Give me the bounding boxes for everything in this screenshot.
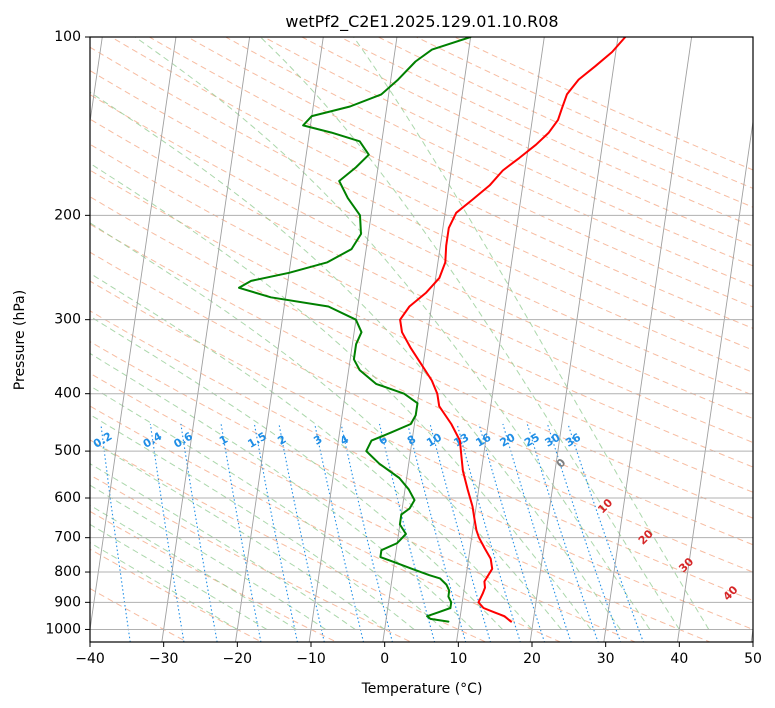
moist-adiabat-line	[90, 542, 238, 630]
x-tick-label: 20	[523, 651, 541, 667]
mixing-ratio-line	[100, 423, 131, 642]
dry-adiabat-line	[90, 251, 753, 573]
y-tick-label: 300	[54, 312, 81, 328]
x-axis-ticks: −40 −30 −20 −10 0 10 20 30 40 50	[75, 642, 762, 667]
moist-adiabats	[90, 37, 710, 630]
y-tick-label: 400	[54, 386, 81, 402]
x-tick-label: 10	[449, 651, 467, 667]
x-tick-label: −40	[75, 651, 105, 667]
y-axis-ticks: 100 200 300 400 500 600 700 800 900 1000	[45, 29, 90, 637]
mixing-ratio-line	[340, 423, 393, 642]
isotherm-line	[603, 37, 693, 642]
x-tick-label: 0	[380, 651, 389, 667]
dry-adiabat-line	[186, 37, 753, 308]
mixing-ratio-line	[314, 423, 365, 642]
chart-title: wetPf2_C2E1.2025.129.01.10.R08	[285, 12, 558, 32]
x-tick-label: 40	[670, 651, 688, 667]
moist-adiabat-line	[90, 352, 474, 630]
moist-adiabat-line	[90, 523, 268, 630]
dry-adiabat-line	[90, 46, 753, 373]
y-tick-label: 100	[54, 29, 81, 45]
isotherm-line	[677, 118, 753, 642]
x-tick-label: 30	[597, 651, 615, 667]
moist-adiabat-line	[90, 222, 562, 630]
x-tick-label: −10	[296, 651, 326, 667]
x-tick-label: 50	[744, 651, 762, 667]
x-tick-label: −30	[149, 651, 179, 667]
mixing-ratio-line	[456, 423, 521, 642]
dewpoint-profile-line	[238, 37, 472, 623]
isotherms	[90, 37, 753, 642]
isotherm-line	[382, 37, 472, 642]
moist-adiabat-line	[90, 439, 385, 630]
y-tick-label: 900	[54, 594, 81, 610]
y-tick-label: 600	[54, 490, 81, 506]
mixing-ratio-line	[253, 423, 298, 642]
temperature-profile-line	[399, 37, 627, 623]
isotherm-line	[161, 37, 251, 642]
x-axis-label: Temperature (°C)	[361, 681, 483, 697]
pressure-gridlines	[90, 37, 753, 630]
y-tick-label: 700	[54, 530, 81, 546]
dry-adiabat-line	[90, 310, 753, 631]
mixing-ratio-line	[546, 423, 622, 642]
dry-adiabat-line	[110, 37, 753, 351]
reference-line-labels: -100-90-80-70-60-50-40-30-20-100.10.20.4…	[91, 429, 741, 603]
moist-adiabat-line	[90, 315, 503, 630]
moist-adiabat-line	[260, 37, 680, 630]
isotherm-line	[235, 37, 324, 642]
isotherm-line	[456, 37, 545, 642]
y-tick-label: 200	[54, 207, 81, 223]
y-tick-label: 1000	[45, 621, 81, 637]
mixing-ratio-line	[220, 423, 262, 642]
moist-adiabat-line	[90, 91, 621, 630]
mixing-ratio-line	[180, 423, 218, 642]
dry-adiabat-line	[90, 118, 753, 444]
y-axis-label: Pressure (hPa)	[12, 290, 28, 390]
isotherm-line	[308, 37, 398, 642]
profile-series	[238, 37, 627, 623]
y-tick-label: 800	[54, 564, 81, 580]
dry-adiabat-line	[90, 143, 753, 468]
x-tick-label: −20	[223, 651, 253, 667]
mixing-ratio-line	[149, 423, 185, 642]
moist-adiabat-line	[90, 463, 356, 630]
isotherm-line	[529, 37, 619, 642]
moist-adiabat-line	[134, 37, 651, 630]
isotherm-line	[90, 37, 177, 633]
mixing-ratio-lines	[100, 423, 644, 642]
dry-adiabat-line	[415, 37, 753, 189]
moist-adiabat-line	[90, 162, 592, 630]
mixing-ratio-line	[526, 423, 599, 642]
moist-adiabat-line	[90, 385, 444, 630]
dry-adiabat-line	[90, 439, 487, 642]
dry-adiabat-line	[377, 37, 753, 208]
dry-adiabat-line	[90, 94, 753, 420]
mixing-ratio-line	[567, 423, 644, 642]
plot-frame	[89, 36, 754, 643]
dry-adiabat-line	[90, 405, 562, 642]
dry-adiabat-line	[90, 70, 753, 396]
mixing-ratio-line	[478, 423, 546, 642]
moist-adiabat-line	[353, 37, 710, 630]
moist-adiabat-line	[90, 414, 415, 630]
mixing-ratio-line	[502, 423, 572, 642]
y-tick-label: 500	[54, 443, 81, 459]
dry-adiabat-line	[339, 37, 753, 227]
